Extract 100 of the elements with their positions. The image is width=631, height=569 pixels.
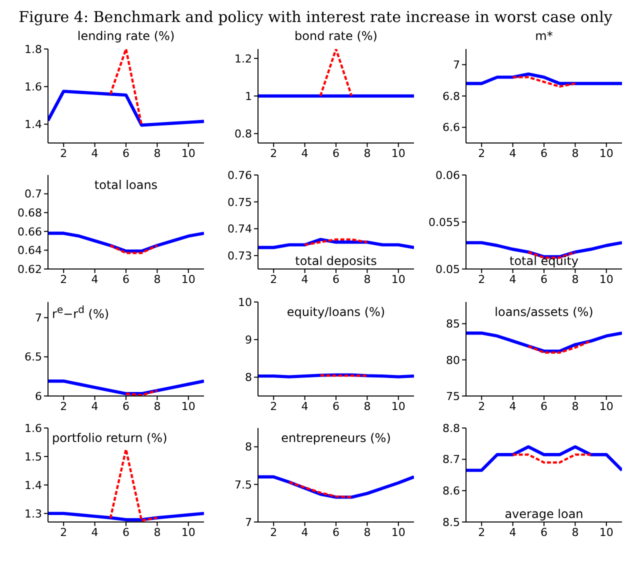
x-tick-label: 10 — [181, 400, 196, 413]
x-tick-label: 2 — [60, 400, 68, 413]
x-tick-label: 8 — [154, 272, 161, 286]
text: total deposits — [294, 254, 378, 268]
y-tick-label: 8 — [245, 440, 252, 454]
x-tick-label: 2 — [270, 146, 278, 160]
x-tick-label: 10 — [181, 526, 196, 539]
y-tick-label: 80 — [446, 354, 460, 367]
x-tick-label: 4 — [509, 272, 516, 286]
y-tick-label: 1.2 — [234, 52, 252, 66]
y-tick-label: 8.6 — [442, 484, 460, 498]
line-series — [109, 448, 158, 522]
x-tick-label: 6 — [332, 272, 340, 286]
x-tick-label: 6 — [122, 400, 130, 413]
x-tick-label: 8 — [364, 272, 371, 286]
chart-title: portfolio return (%) — [52, 431, 168, 445]
y-tick-label: 7 — [245, 516, 252, 529]
x-tick-label: 8 — [572, 400, 579, 413]
y-tick-label: 8.5 — [442, 516, 460, 529]
x-tick-label: 4 — [91, 526, 98, 539]
x-tick-label: 8 — [572, 526, 579, 539]
x-tick-label: 6 — [540, 526, 548, 539]
x-tick-label: 10 — [599, 146, 614, 160]
x-tick-label: 6 — [332, 400, 340, 413]
x-tick-label: 10 — [391, 272, 406, 286]
x-tick-label: 10 — [391, 400, 406, 413]
line-series — [527, 340, 592, 354]
x-tick-label: 4 — [509, 400, 516, 413]
chart-title: equity/loans (%) — [286, 305, 386, 319]
x-tick-label: 4 — [301, 526, 308, 539]
y-tick-label: 1.6 — [24, 422, 42, 435]
x-tick-label: 10 — [599, 526, 614, 539]
line-series — [258, 238, 414, 250]
y-tick-label: 1.3 — [24, 507, 42, 520]
x-tick-label: 8 — [154, 526, 161, 539]
y-tick-label: 0.62 — [18, 262, 42, 276]
line-series — [466, 331, 622, 353]
y-tick-label: 85 — [446, 318, 460, 331]
chart-title: m* — [534, 29, 554, 43]
x-tick-label: 4 — [301, 146, 308, 160]
y-tick-label: 0.68 — [18, 206, 42, 220]
x-tick-label: 10 — [181, 272, 196, 286]
x-tick-label: 6 — [540, 272, 548, 286]
x-tick-label: 8 — [154, 146, 161, 160]
y-tick-label: 1.5 — [24, 450, 42, 464]
x-tick-label: 2 — [270, 272, 278, 286]
y-tick-label: 6.8 — [442, 90, 460, 103]
x-tick-label: 8 — [364, 400, 371, 413]
x-tick-label: 6 — [122, 272, 130, 286]
x-tick-label: 2 — [60, 146, 68, 160]
y-tick-label: 0.73 — [228, 249, 252, 262]
y-tick-label: 1.8 — [24, 42, 42, 56]
x-tick-label: 10 — [181, 146, 196, 160]
y-tick-label: 0.055 — [428, 216, 460, 229]
chart-title: loans/assets (%) — [494, 305, 594, 319]
y-tick-label: 0.74 — [228, 222, 252, 236]
y-tick-label: 0.8 — [234, 128, 252, 141]
y-tick-label: 9 — [245, 334, 252, 347]
x-tick-label: 6 — [122, 526, 130, 539]
y-tick-label: 6.5 — [24, 350, 42, 364]
y-tick-label: 0.66 — [18, 225, 42, 238]
line-series — [48, 232, 204, 253]
line-series — [288, 481, 353, 498]
text: total equity — [508, 254, 580, 268]
y-tick-label: 7 — [453, 58, 460, 72]
x-tick-label: 10 — [599, 400, 614, 413]
y-tick-label: 8.7 — [442, 453, 460, 466]
x-tick-label: 2 — [478, 400, 486, 413]
x-tick-label: 4 — [509, 526, 516, 539]
x-tick-label: 8 — [364, 526, 371, 539]
y-tick-label: 0.05 — [436, 262, 460, 276]
y-tick-label: 8 — [245, 371, 252, 384]
y-tick-label: 0.06 — [436, 168, 460, 182]
x-tick-label: 2 — [60, 272, 68, 286]
x-tick-label: 8 — [154, 400, 161, 413]
x-tick-label: 2 — [478, 146, 486, 160]
x-tick-label: 4 — [509, 146, 516, 160]
x-tick-label: 8 — [572, 272, 579, 286]
x-tick-label: 4 — [91, 146, 98, 160]
y-tick-label: 6 — [35, 390, 42, 403]
y-tick-label: 10 — [238, 296, 252, 309]
y-tick-label: 0.7 — [24, 188, 42, 201]
x-tick-label: 4 — [301, 400, 308, 413]
y-tick-label: 0.64 — [18, 244, 42, 258]
x-tick-label: 4 — [91, 400, 98, 413]
x-tick-label: 2 — [478, 272, 486, 286]
caption: Figure 4: Benchmark and policy with interest rate increase in worst case only — [18, 8, 614, 26]
x-tick-label: 6 — [332, 146, 340, 160]
x-tick-label: 6 — [332, 526, 340, 539]
y-tick-label: 75 — [446, 390, 460, 403]
y-tick-label: 1.6 — [24, 80, 42, 94]
chart-title: entrepreneurs (%) — [280, 431, 392, 445]
y-tick-label: 0.76 — [228, 168, 252, 182]
y-tick-label: 1.4 — [24, 478, 42, 492]
x-tick-label: 2 — [478, 526, 486, 539]
chart-title: total loans — [93, 178, 159, 192]
chart-title: bond rate (%) — [294, 29, 378, 43]
x-tick-label: 4 — [301, 272, 308, 286]
x-tick-label: 2 — [60, 526, 68, 539]
chart-title: lending rate (%) — [76, 29, 176, 43]
